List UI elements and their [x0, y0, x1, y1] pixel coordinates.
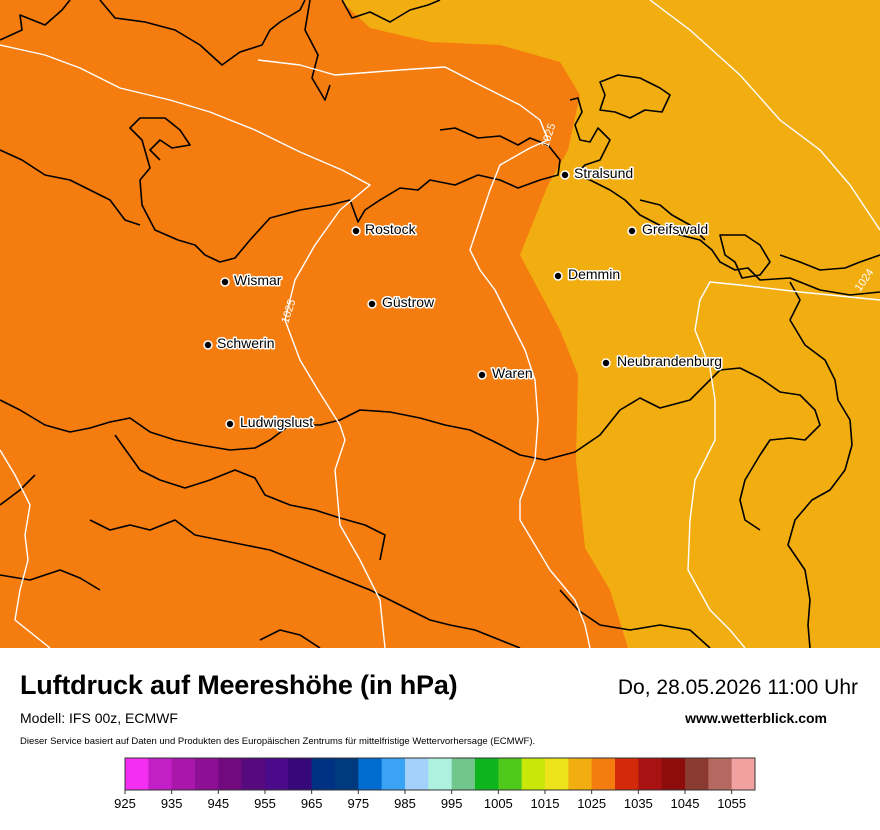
legend-swatch: [405, 758, 429, 790]
city-neubrandenburg: Neubrandenburg: [601, 352, 724, 371]
legend-tick-label: 1005: [484, 796, 513, 811]
legend-swatch: [148, 758, 173, 790]
map-title: Luftdruck auf Meereshöhe (in hPa): [20, 670, 458, 700]
legend-swatch: [498, 758, 523, 790]
legend-swatch: [708, 758, 733, 790]
legend-swatch: [265, 758, 289, 790]
city-marker: [225, 419, 235, 429]
legend-swatch: [125, 758, 149, 790]
legend-swatch: [195, 758, 219, 790]
legend-swatch: [335, 758, 359, 790]
legend-tick-label: 1055: [717, 796, 746, 811]
legend-tick-label: 935: [161, 796, 183, 811]
legend-tick-label: 955: [254, 796, 276, 811]
city-marker: [351, 226, 361, 236]
legend-swatch: [685, 758, 709, 790]
legend-swatch: [241, 758, 266, 790]
city-marker: [601, 358, 611, 368]
city-wismar: Wismar: [220, 271, 283, 290]
city-demmin: Demmin: [553, 265, 622, 284]
pressure-map: 1025 1025 1024 Stralsund Rostock Greifsw…: [0, 0, 880, 648]
legend-swatch: [615, 758, 639, 790]
city-label-waren: Waren: [492, 365, 533, 381]
legend-tick-label: 995: [441, 796, 463, 811]
city-guestrow: Güstrow: [367, 293, 437, 312]
forecast-datetime: Do, 28.05.2026 11:00 Uhr: [617, 676, 858, 699]
legend-tick-label: 1015: [531, 796, 560, 811]
city-marker: [203, 340, 213, 350]
legend-border: [124, 757, 756, 791]
isobars: [0, 0, 880, 648]
legend-swatch: [381, 758, 406, 790]
city-stralsund: Stralsund: [560, 164, 635, 183]
legend-tick-label: 1025: [577, 796, 606, 811]
city-label-ludwigslust: Ludwigslust: [240, 414, 313, 430]
legend-swatch: [428, 758, 453, 790]
city-waren: Waren: [477, 364, 534, 383]
city-label-rostock: Rostock: [365, 221, 417, 237]
city-greifswald: Greifswald: [627, 220, 710, 239]
legend-tick-label: 925: [114, 796, 136, 811]
model-info: Modell: IFS 00z, ECMWF: [20, 710, 178, 726]
legend-swatch: [288, 758, 313, 790]
city-label-wismar: Wismar: [234, 272, 282, 288]
city-label-schwerin: Schwerin: [217, 335, 275, 351]
city-label-greifswald: Greifswald: [642, 221, 708, 237]
footer: Luftdruck auf Meereshöhe (in hPa) Do, 28…: [0, 648, 880, 830]
city-marker: [367, 299, 377, 309]
legend-swatch: [451, 758, 476, 790]
city-label-stralsund: Stralsund: [574, 165, 633, 181]
city-label-neubrandenburg: Neubrandenburg: [617, 353, 722, 369]
city-marker: [553, 271, 563, 281]
website-link[interactable]: www.wetterblick.com: [685, 710, 827, 726]
legend-tick-label: 1045: [671, 796, 700, 811]
city-marker: [477, 370, 487, 380]
legend-swatch: [218, 758, 243, 790]
city-ludwigslust: Ludwigslust: [225, 413, 315, 432]
city-label-guestrow: Güstrow: [382, 294, 435, 310]
borders: [0, 0, 880, 648]
city-marker: [560, 170, 570, 180]
legend-swatch: [521, 758, 546, 790]
color-legend: 925 935 945 955 965 975 985 995 1005 1015 1025 1035…: [114, 757, 756, 811]
legend-swatch: [171, 758, 196, 790]
disclaimer-text: Dieser Service basiert auf Daten und Pro…: [20, 736, 536, 747]
legend-swatch: [591, 758, 616, 790]
legend-swatch: [475, 758, 499, 790]
legend-swatch: [731, 758, 756, 790]
legend-swatch: [358, 758, 383, 790]
city-marker: [627, 226, 637, 236]
legend-swatch: [568, 758, 593, 790]
pressure-zone-1020-1025: [340, 0, 880, 648]
legend-tick-label: 975: [347, 796, 369, 811]
legend-tick-label: 985: [394, 796, 416, 811]
city-rostock: Rostock: [351, 220, 418, 239]
city-schwerin: Schwerin: [203, 334, 276, 353]
legend-tick-label: 1035: [624, 796, 653, 811]
city-label-demmin: Demmin: [568, 266, 620, 282]
legend-swatch: [661, 758, 686, 790]
legend-tick-label: 945: [207, 796, 229, 811]
legend-swatch: [545, 758, 569, 790]
city-marker: [220, 277, 230, 287]
legend-tick-label: 965: [301, 796, 323, 811]
legend-swatch: [311, 758, 336, 790]
legend-swatch: [638, 758, 663, 790]
